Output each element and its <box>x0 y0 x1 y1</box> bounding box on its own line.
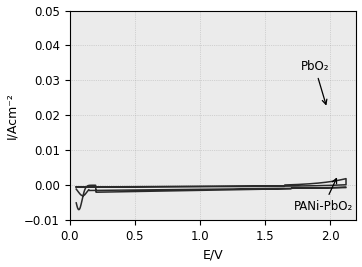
Y-axis label: I/Acm⁻²: I/Acm⁻² <box>5 92 18 139</box>
Text: PANi-PbO₂: PANi-PbO₂ <box>294 179 353 213</box>
X-axis label: E/V: E/V <box>203 249 223 261</box>
Text: PbO₂: PbO₂ <box>300 60 329 104</box>
